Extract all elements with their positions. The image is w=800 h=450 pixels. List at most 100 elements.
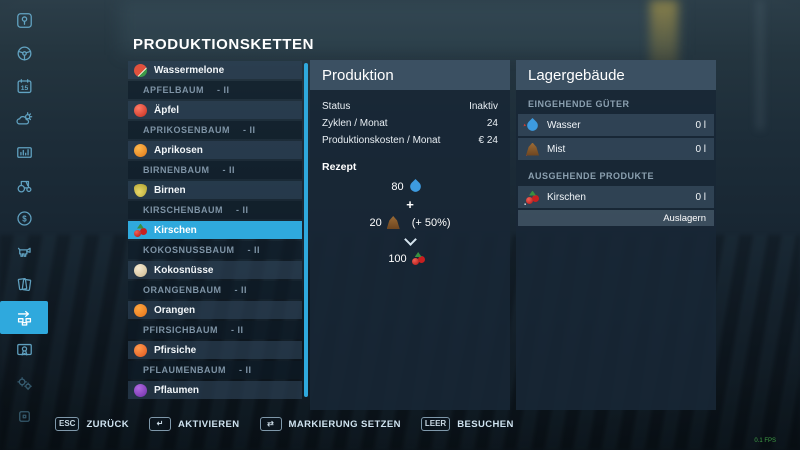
hint-aktivieren[interactable]: ↵ AKTIVIEREN — [148, 417, 240, 431]
sidebar-item-weather[interactable] — [0, 103, 48, 136]
contracts-icon — [17, 277, 31, 292]
background-pole — [756, 0, 764, 130]
recipe-input-manure: 20 (+ 50%) — [369, 216, 451, 229]
plum-icon — [134, 383, 147, 397]
map-pin-icon — [16, 13, 32, 28]
costs-row: Produktionskosten / Monat € 24 — [322, 135, 498, 146]
recipe-input-water: 80 — [391, 178, 428, 195]
bar-chart-icon — [16, 147, 32, 158]
sidebar-item-calendar[interactable]: 15 — [0, 70, 48, 103]
box-icon — [18, 411, 30, 422]
esc-key-icon: ESC — [55, 417, 80, 431]
recipe-plus: + — [406, 197, 414, 212]
sidebar-item-back[interactable] — [0, 400, 48, 433]
production-list-group[interactable]: BIRNENBAUM - II — [128, 161, 302, 179]
production-panel: Produktion Status Inaktiv Zyklen / Monat… — [310, 60, 510, 410]
production-list-item[interactable]: Pflaumen — [128, 381, 302, 399]
sidebar-item-vehicles[interactable] — [0, 37, 48, 70]
outgoing-products-header: AUSGEHENDE PRODUKTE — [528, 171, 655, 181]
svg-text:15: 15 — [20, 85, 28, 92]
storage-panel-title: Lagergebäude — [516, 60, 716, 90]
production-list-item[interactable]: Pfirsiche — [128, 341, 302, 359]
dollar-coin-icon: $ — [16, 211, 32, 226]
presentation-award-icon — [16, 343, 32, 356]
sidebar-item-animals[interactable] — [0, 235, 48, 268]
weather-icon — [15, 112, 32, 125]
svg-text:$: $ — [22, 214, 27, 223]
peach-icon — [134, 343, 147, 357]
calendar-icon: 15 — [17, 79, 31, 94]
sidebar-item-help[interactable] — [0, 334, 48, 367]
tab-key-icon: ⇄ — [259, 417, 282, 431]
production-list: Wassermelone APFELBAUM - II Äpfel APRIKO… — [128, 61, 302, 399]
production-list-group[interactable]: PFIRSICHBAUM - II — [128, 321, 302, 339]
sidebar-item-vehicle-overview[interactable] — [0, 169, 48, 202]
production-list-item[interactable]: Aprikosen — [128, 141, 302, 159]
manure-icon: ▾ — [526, 142, 539, 156]
production-list-group[interactable]: KIRSCHENBAUM - II — [128, 201, 302, 219]
cherries-icon — [134, 224, 147, 237]
production-list-group[interactable]: ORANGENBAUM - II — [128, 281, 302, 299]
production-list-item[interactable]: Äpfel — [128, 101, 302, 119]
hint-markierung-setzen[interactable]: ⇄ MARKIERUNG SETZEN — [259, 417, 401, 431]
cherries-icon — [411, 252, 425, 265]
production-chain-icon — [17, 310, 31, 326]
recipe: 80 + 20 (+ 50%) 100 — [322, 178, 498, 266]
storage-row-mist: ▾ Mist 0 l — [518, 138, 714, 160]
auslagern-button[interactable]: Auslagern — [518, 210, 714, 226]
arrow-down-icon — [403, 232, 417, 246]
space-key-icon: LEER — [420, 417, 451, 431]
production-panel-title: Produktion — [310, 60, 510, 90]
recipe-output-cherries: 100 — [388, 251, 431, 266]
sidebar-item-settings[interactable] — [0, 367, 48, 400]
production-list-group[interactable]: APRIKOSENBAUM - II — [128, 121, 302, 139]
production-list-group[interactable]: KOKOSNUSSBAUM - II — [128, 241, 302, 259]
steering-wheel-icon — [17, 46, 31, 61]
status-row: Status Inaktiv — [322, 101, 498, 112]
sidebar-item-finances[interactable]: $ — [0, 202, 48, 235]
sidebar-item-contracts[interactable] — [0, 268, 48, 301]
sidebar-item-statistics[interactable] — [0, 136, 48, 169]
watermelon-icon — [134, 63, 147, 77]
hint-besuchen[interactable]: LEER BESUCHEN — [420, 417, 514, 431]
cow-icon — [17, 247, 31, 257]
coconut-icon — [134, 263, 147, 277]
orange-icon — [134, 303, 147, 317]
production-list-item[interactable]: Birnen — [128, 181, 302, 199]
storage-panel: Lagergebäude EINGEHENDE GÜTER ▾ Wasser 0… — [516, 60, 716, 410]
sidebar-item-map[interactable] — [0, 4, 48, 37]
incoming-goods-header: EINGEHENDE GÜTER — [528, 99, 630, 109]
storage-row-wasser: ▾ Wasser 0 l — [518, 114, 714, 136]
storage-row-kirschen: ▪ Kirschen 0 l — [518, 186, 714, 208]
apple-icon — [134, 103, 147, 117]
hint-zurueck[interactable]: ESC ZURÜCK — [55, 417, 129, 431]
bottom-bar: ESC ZURÜCK ↵ AKTIVIEREN ⇄ MARKIERUNG SET… — [55, 417, 514, 431]
enter-key-icon: ↵ — [148, 417, 171, 431]
fps-counter: 0.1 FPS — [754, 438, 776, 444]
water-icon: ▾ — [521, 117, 541, 133]
water-icon — [407, 178, 423, 195]
recipe-heading: Rezept — [322, 161, 357, 173]
costs-value: € 24 — [478, 135, 498, 146]
apricot-icon — [134, 143, 147, 157]
production-list-item[interactable]: Wassermelone — [128, 61, 302, 79]
cycles-value: 24 — [486, 118, 498, 129]
production-list-group[interactable]: PFLAUMENBAUM - II — [128, 361, 302, 379]
production-list-item-selected[interactable]: Kirschen — [128, 221, 302, 239]
pear-icon — [134, 183, 147, 197]
cherries-icon: ▪ — [524, 191, 539, 208]
manure-icon — [386, 216, 400, 229]
sidebar-item-production-chains[interactable] — [0, 301, 48, 334]
status-value: Inaktiv — [469, 101, 498, 112]
production-list-item[interactable]: Kokosnüsse — [128, 261, 302, 279]
page-title: PRODUKTIONSKETTEN — [133, 36, 315, 53]
recipe-arrow — [403, 232, 417, 248]
sidebar: 15 $ — [0, 0, 48, 450]
tractor-icon — [17, 180, 31, 193]
cycles-row: Zyklen / Monat 24 — [322, 118, 498, 129]
production-list-item[interactable]: Orangen — [128, 301, 302, 319]
production-list-group[interactable]: APFELBAUM - II — [128, 81, 302, 99]
gears-icon — [16, 377, 32, 391]
list-scrollbar[interactable] — [304, 63, 308, 397]
